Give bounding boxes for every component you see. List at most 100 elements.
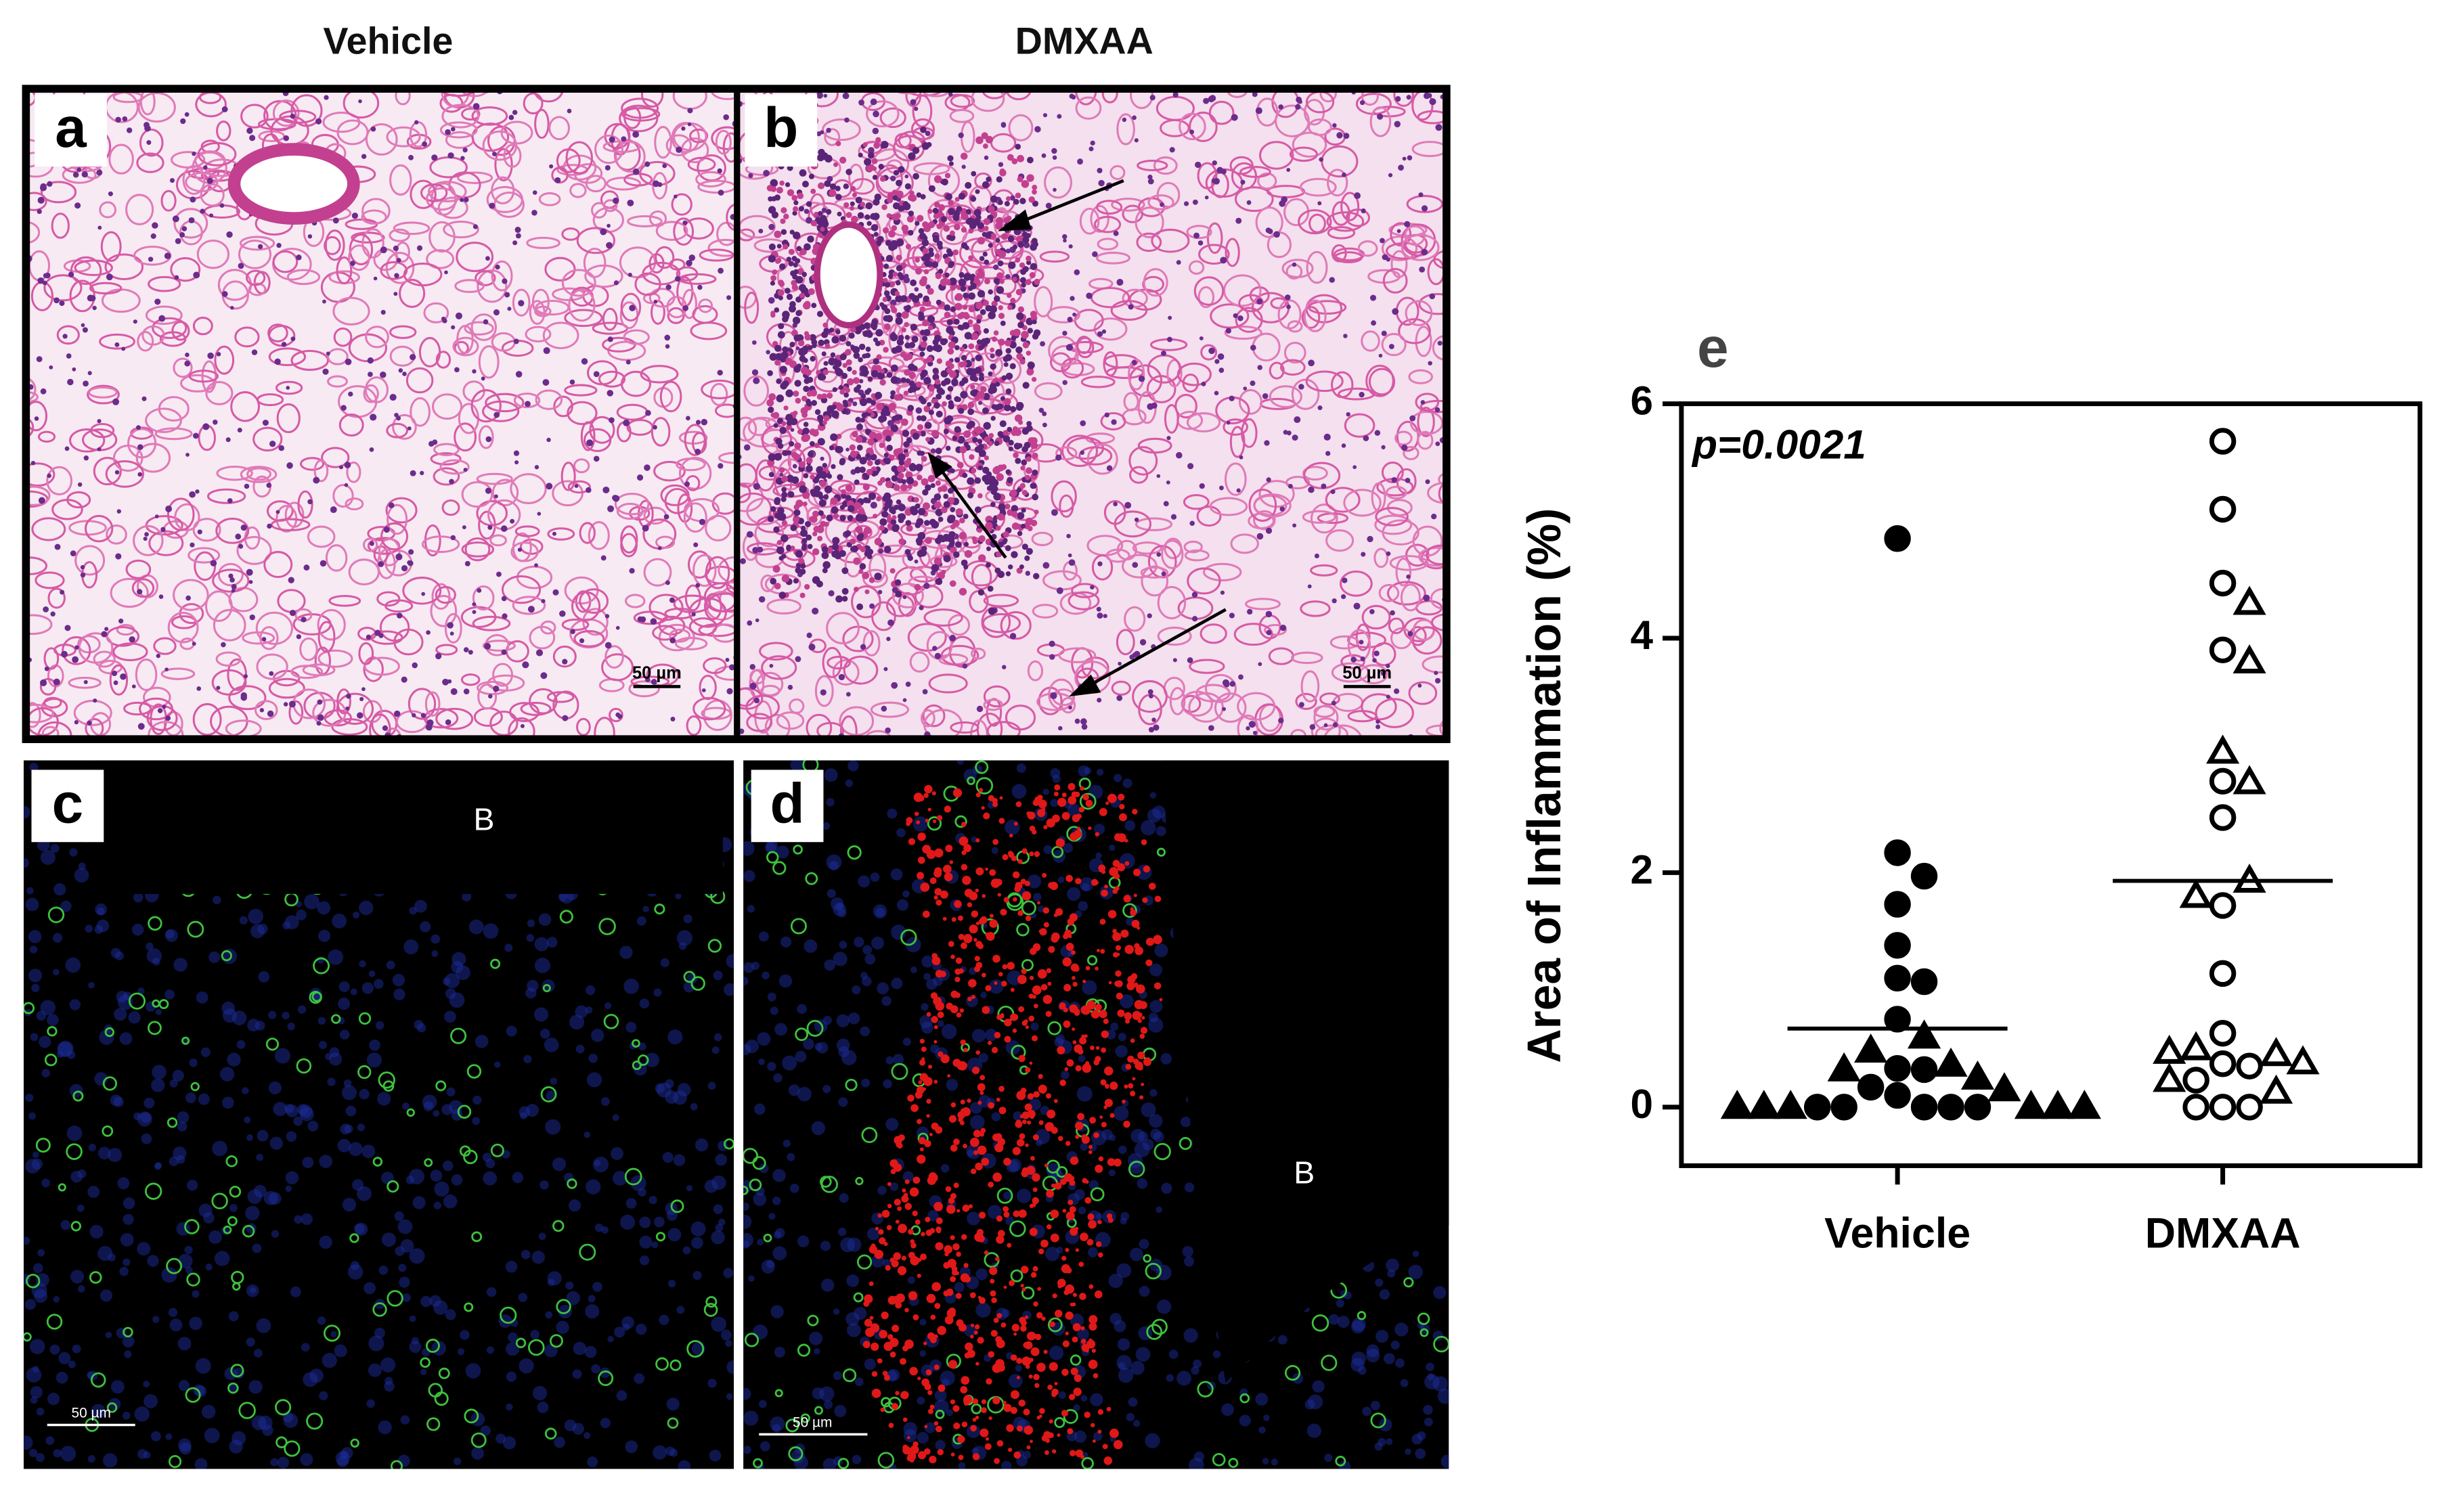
tissue (1405, 300, 1433, 326)
cell (667, 1279, 676, 1288)
tissue (494, 148, 513, 181)
nucleus (986, 177, 992, 182)
nucleus (445, 719, 452, 726)
tissue (240, 466, 278, 483)
tissue (471, 106, 508, 126)
tissue (563, 154, 597, 181)
nucleus (53, 297, 60, 304)
tissue (148, 721, 184, 742)
nucleus (791, 451, 798, 459)
nucleus (160, 527, 166, 532)
tissue (1415, 326, 1432, 357)
nucleus (1050, 692, 1057, 700)
tissue (1315, 724, 1348, 742)
nucleus (904, 183, 912, 189)
nucleus (570, 629, 575, 635)
nucleus (998, 503, 1006, 511)
tissue (1340, 571, 1373, 597)
nucleus (1407, 155, 1413, 160)
nucleus (307, 499, 313, 505)
nucleus (894, 290, 900, 296)
nucleus (824, 343, 831, 349)
nucleus (1323, 433, 1331, 441)
tissue (1100, 412, 1126, 431)
nucleus (50, 611, 56, 617)
tissue (971, 564, 992, 590)
cell (105, 1331, 112, 1339)
cell (401, 1293, 411, 1302)
nucleus (950, 507, 956, 513)
tissue (1204, 673, 1237, 703)
nucleus (960, 286, 967, 292)
tissue (1382, 519, 1420, 546)
nucleus (854, 479, 860, 485)
cell (357, 1065, 372, 1079)
nucleus (898, 453, 906, 462)
tissue (565, 141, 593, 175)
nucleus (915, 267, 922, 275)
cell (839, 1193, 849, 1203)
nucleus (481, 376, 485, 381)
nucleus (826, 514, 833, 522)
nucleus (979, 372, 984, 378)
nucleus (793, 334, 801, 342)
nucleus (83, 679, 88, 684)
nucleus (822, 369, 829, 376)
cell (625, 1198, 637, 1209)
nucleus (728, 664, 735, 671)
nucleus (793, 578, 799, 584)
nucleus (1024, 242, 1030, 248)
tissue (534, 108, 550, 139)
nucleus (447, 152, 454, 159)
nucleus (776, 187, 783, 194)
nucleus (1134, 138, 1139, 143)
nucleus (940, 537, 946, 543)
nucleus (908, 210, 915, 217)
cell (393, 988, 405, 1000)
cell (584, 1345, 597, 1358)
cell (588, 1295, 596, 1303)
tissue (971, 352, 1004, 378)
cell (244, 1116, 251, 1123)
tissue (104, 253, 144, 281)
nucleus (957, 324, 963, 330)
nucleus (653, 425, 657, 430)
cell (496, 1433, 506, 1444)
tissue (268, 677, 305, 699)
nucleus (867, 460, 873, 466)
cell (586, 1179, 601, 1195)
nucleus (952, 435, 957, 441)
tissue (472, 585, 495, 611)
nucleus (1147, 689, 1153, 695)
cell (108, 1148, 123, 1163)
cell (41, 1178, 50, 1188)
nucleus (888, 403, 896, 411)
nucleus (369, 447, 374, 452)
nucleus (1019, 564, 1024, 570)
tissue (564, 384, 598, 397)
cell (450, 1027, 467, 1044)
nucleus (785, 182, 791, 187)
tissue (653, 460, 686, 482)
nucleus (780, 229, 787, 236)
cell (368, 970, 376, 977)
tissue (385, 252, 415, 284)
nucleus (859, 563, 866, 570)
nucleus (628, 272, 632, 277)
cell (364, 1282, 376, 1295)
nucleus (910, 323, 918, 331)
nucleus (613, 495, 620, 502)
nucleus (868, 577, 875, 583)
cell (44, 1053, 58, 1067)
tissue (659, 380, 682, 413)
nucleus (1027, 328, 1034, 334)
nucleus (816, 393, 823, 400)
nucleus (948, 261, 955, 267)
nucleus (267, 523, 272, 529)
nucleus (948, 277, 957, 286)
nucleus (953, 223, 961, 231)
nucleus (929, 518, 937, 526)
cell (282, 1011, 290, 1020)
nucleus (858, 152, 863, 158)
nucleus (68, 271, 74, 277)
